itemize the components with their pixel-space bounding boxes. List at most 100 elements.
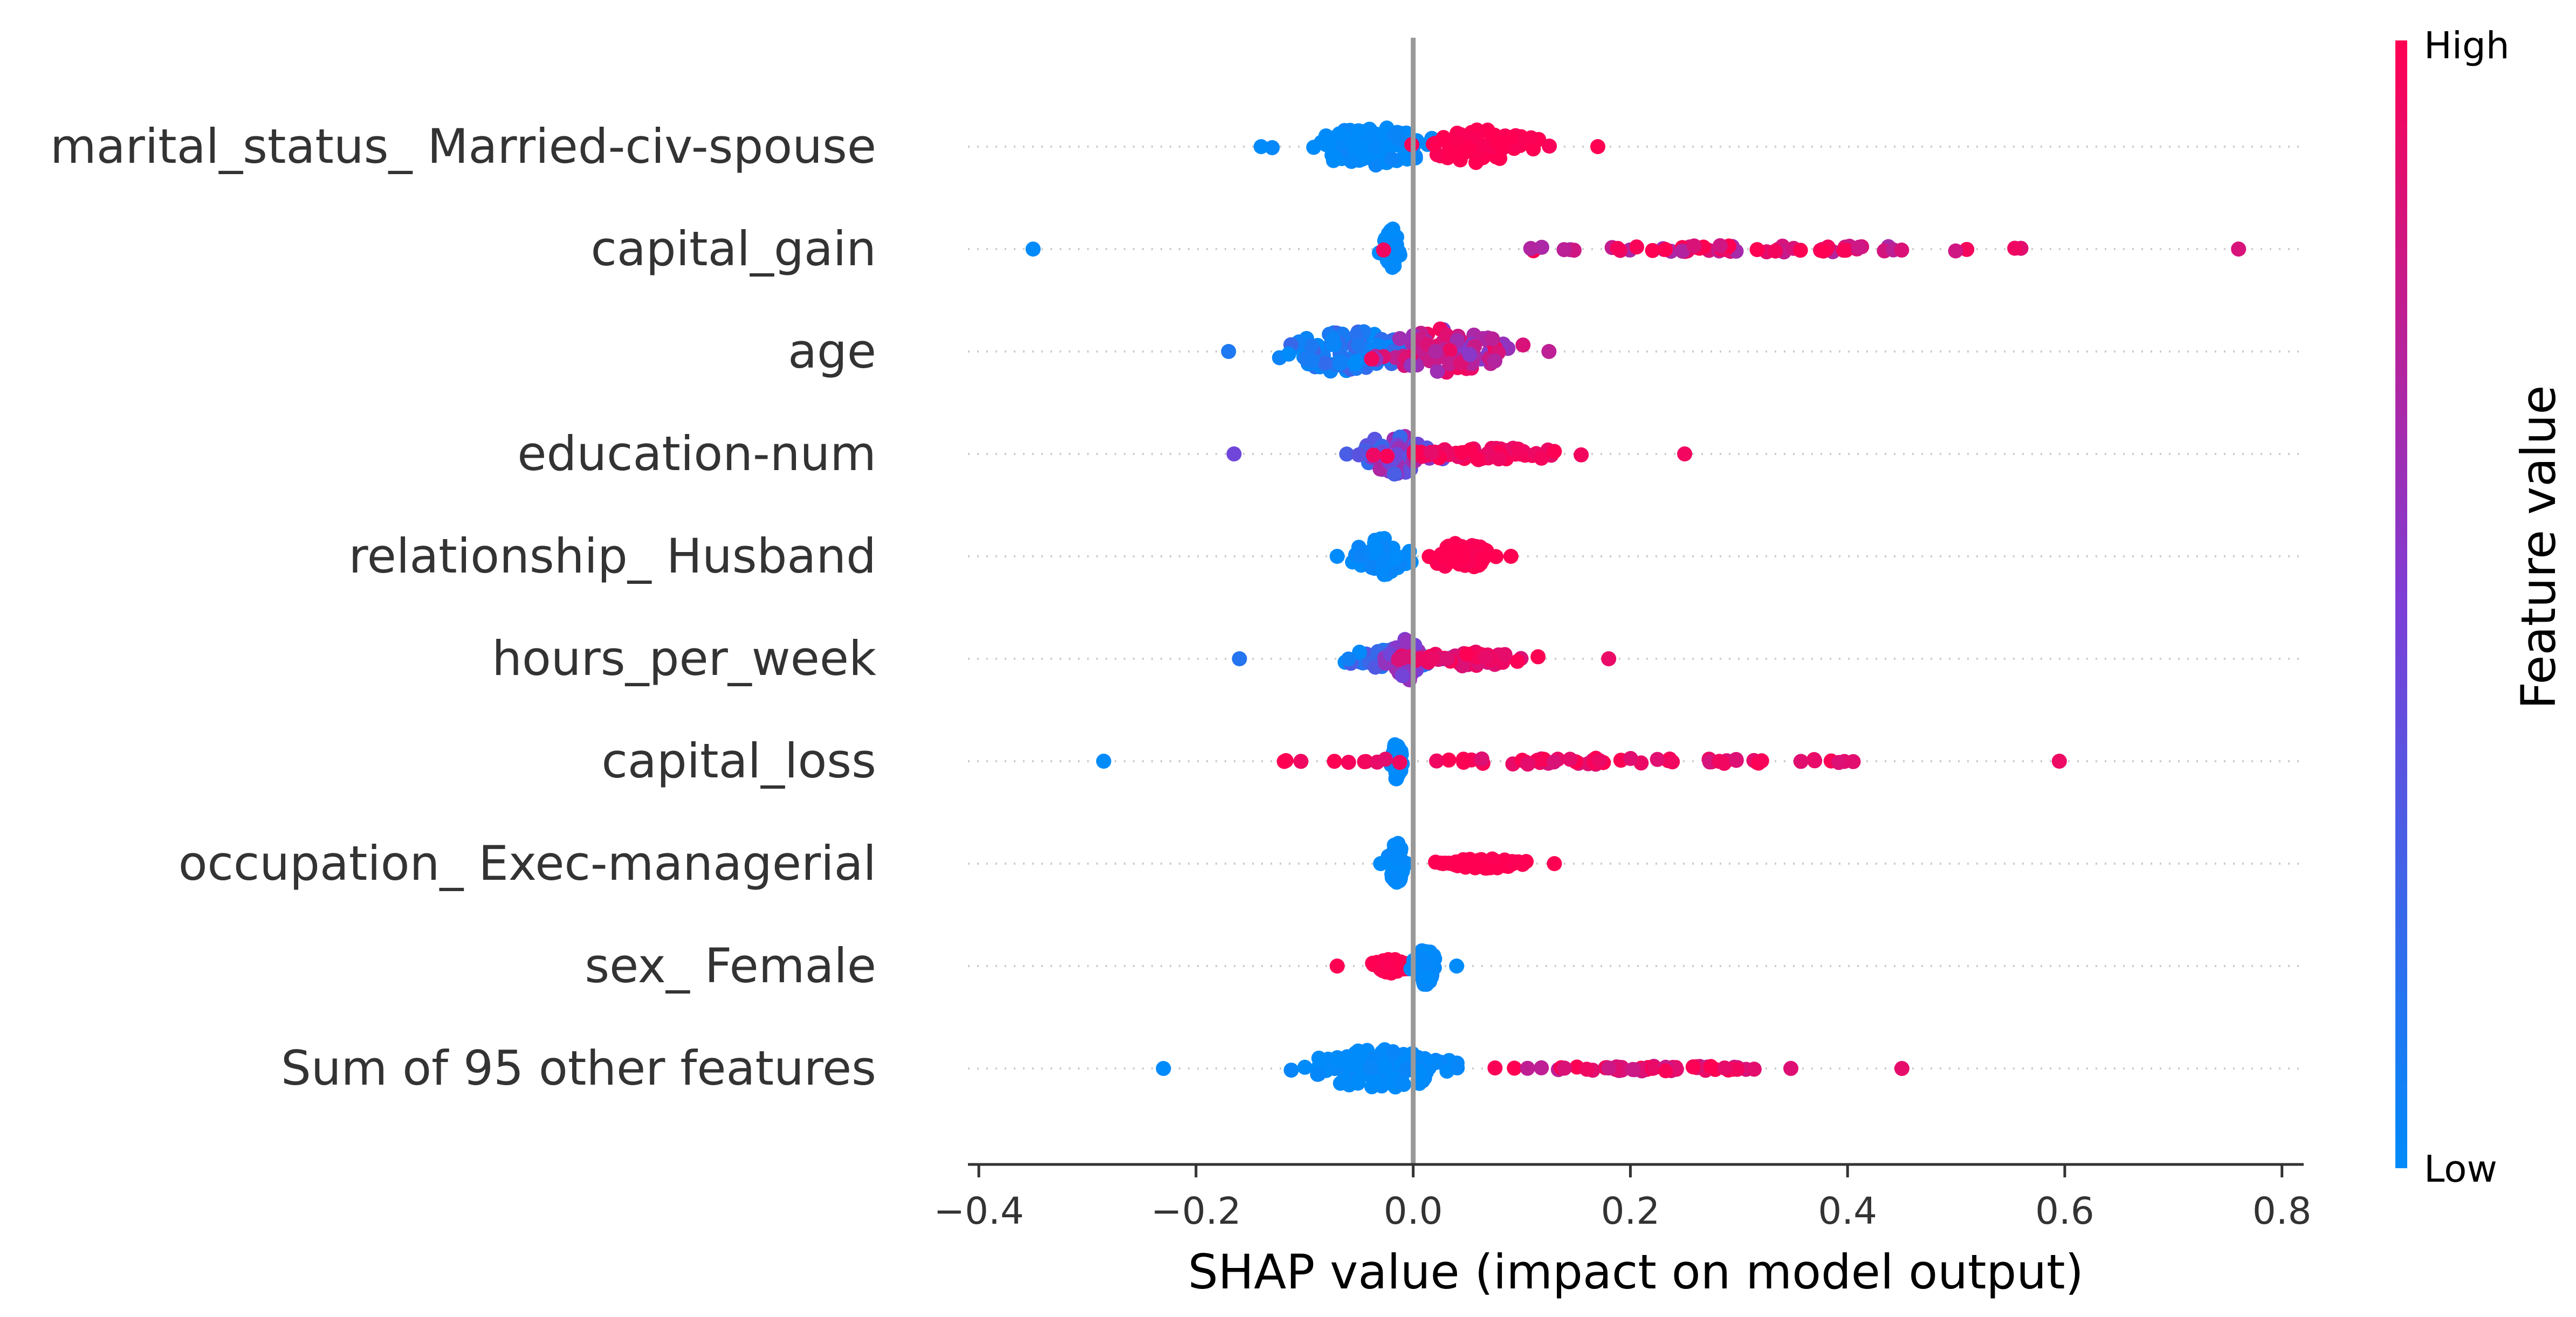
feature-point-group xyxy=(1096,737,2067,787)
shap-point xyxy=(1351,123,1366,139)
shap-point xyxy=(1350,1075,1366,1091)
shap-point xyxy=(1845,754,1861,769)
shap-point xyxy=(1520,756,1536,772)
colorbar-gradient xyxy=(2395,40,2407,1168)
shap-point xyxy=(1364,351,1379,367)
shap-point xyxy=(1253,139,1269,154)
shap-point xyxy=(1265,140,1280,155)
shap-point xyxy=(1625,1061,1640,1077)
shap-point xyxy=(1386,466,1402,482)
shap-point xyxy=(1459,646,1475,662)
shap-point xyxy=(1534,1060,1549,1075)
x-tick-label: 0.6 xyxy=(2035,1190,2094,1233)
shap-point xyxy=(1768,243,1783,259)
shap-point xyxy=(1959,242,1975,257)
feature-row: education-num xyxy=(517,426,2304,481)
feature-label: capital_gain xyxy=(590,221,876,277)
shap-point xyxy=(1341,755,1356,770)
shap-point xyxy=(1440,651,1455,666)
shap-point xyxy=(1658,242,1673,257)
shap-point xyxy=(1590,139,1605,154)
shap-point xyxy=(1729,1061,1745,1077)
shap-point xyxy=(1425,651,1441,666)
shap-point xyxy=(1348,354,1364,370)
shap-point xyxy=(1351,447,1366,463)
x-axis: −0.4 −0.2 0.0 0.2 0.4 0.6 0.8 xyxy=(933,1163,2312,1233)
shap-point xyxy=(1592,753,1608,768)
shap-point xyxy=(1485,331,1500,347)
shap-point xyxy=(1686,238,1702,254)
shap-point xyxy=(1454,445,1469,460)
shap-point xyxy=(1325,153,1341,168)
shap-point xyxy=(1384,870,1400,886)
shap-point xyxy=(1851,239,1867,255)
shap-point xyxy=(1389,244,1404,259)
shap-point xyxy=(1497,647,1513,663)
shap-point xyxy=(2231,242,2247,257)
feature-point-group xyxy=(1025,221,2247,275)
shap-point xyxy=(1389,549,1404,565)
shap-point xyxy=(1450,1060,1465,1075)
shap-point xyxy=(1366,1072,1382,1088)
x-axis-title: SHAP value (impact on model output) xyxy=(1188,1244,2084,1300)
feature-row: marital_status_ Married-civ-spouse xyxy=(50,119,2304,174)
feature-point-group xyxy=(1253,120,1605,173)
shap-point xyxy=(1728,753,1744,768)
shap-point xyxy=(1387,127,1403,142)
feature-rows: marital_status_ Married-civ-spouse capita… xyxy=(50,119,2304,1096)
shap-point xyxy=(1325,331,1341,347)
shap-point xyxy=(1304,353,1320,368)
shap-point xyxy=(1479,649,1494,665)
shap-point xyxy=(1746,1061,1762,1077)
shap-point xyxy=(1556,242,1572,258)
shap-point xyxy=(1393,1076,1409,1092)
shap-point xyxy=(1329,549,1345,564)
colorbar: High Low Feature value xyxy=(2395,24,2566,1191)
shap-point xyxy=(1510,442,1526,457)
shap-point xyxy=(1278,753,1294,768)
shap-point xyxy=(1487,127,1502,143)
shap-point xyxy=(1487,1060,1503,1075)
feature-point-group xyxy=(1156,1042,1909,1095)
shap-point xyxy=(1530,649,1546,665)
shap-point xyxy=(1428,343,1444,359)
shap-point xyxy=(1395,668,1410,684)
shap-point xyxy=(1547,444,1562,459)
shap-point xyxy=(1096,754,1111,769)
shap-point xyxy=(1541,344,1557,359)
shap-point xyxy=(1629,239,1644,255)
shap-point xyxy=(1836,243,1851,258)
shap-point xyxy=(1601,651,1617,666)
shap-point xyxy=(1658,1063,1673,1079)
colorbar-low-label: Low xyxy=(2424,1148,2497,1191)
shap-point xyxy=(1341,651,1356,667)
colorbar-high-label: High xyxy=(2424,24,2510,67)
shap-point xyxy=(1363,1060,1378,1076)
shap-point xyxy=(1420,970,1435,986)
shap-point xyxy=(1358,754,1373,769)
shap-point xyxy=(1520,1060,1535,1076)
shap-point xyxy=(1442,356,1458,371)
shap-point xyxy=(1523,130,1539,146)
shap-point xyxy=(1454,658,1470,674)
feature-point-group xyxy=(1232,632,1617,687)
shap-point xyxy=(1542,139,1557,154)
shap-point xyxy=(1376,242,1391,258)
colorbar-title: Feature value xyxy=(2511,385,2566,709)
shap-point xyxy=(1665,754,1680,770)
feature-point-group xyxy=(1373,836,1562,890)
shap-point xyxy=(1546,754,1562,770)
shap-point xyxy=(1423,445,1439,460)
shap-point xyxy=(1430,363,1445,379)
shap-point xyxy=(1429,753,1445,769)
shap-point xyxy=(1465,854,1480,870)
shap-point xyxy=(2051,754,2067,769)
shap-point xyxy=(1894,1061,1909,1076)
shap-point xyxy=(1574,447,1589,463)
shap-point xyxy=(1478,860,1493,876)
feature-row: capital_loss xyxy=(602,733,2304,789)
shap-point xyxy=(1523,240,1538,256)
shap-point xyxy=(1232,651,1247,666)
shap-point xyxy=(1579,1061,1595,1077)
